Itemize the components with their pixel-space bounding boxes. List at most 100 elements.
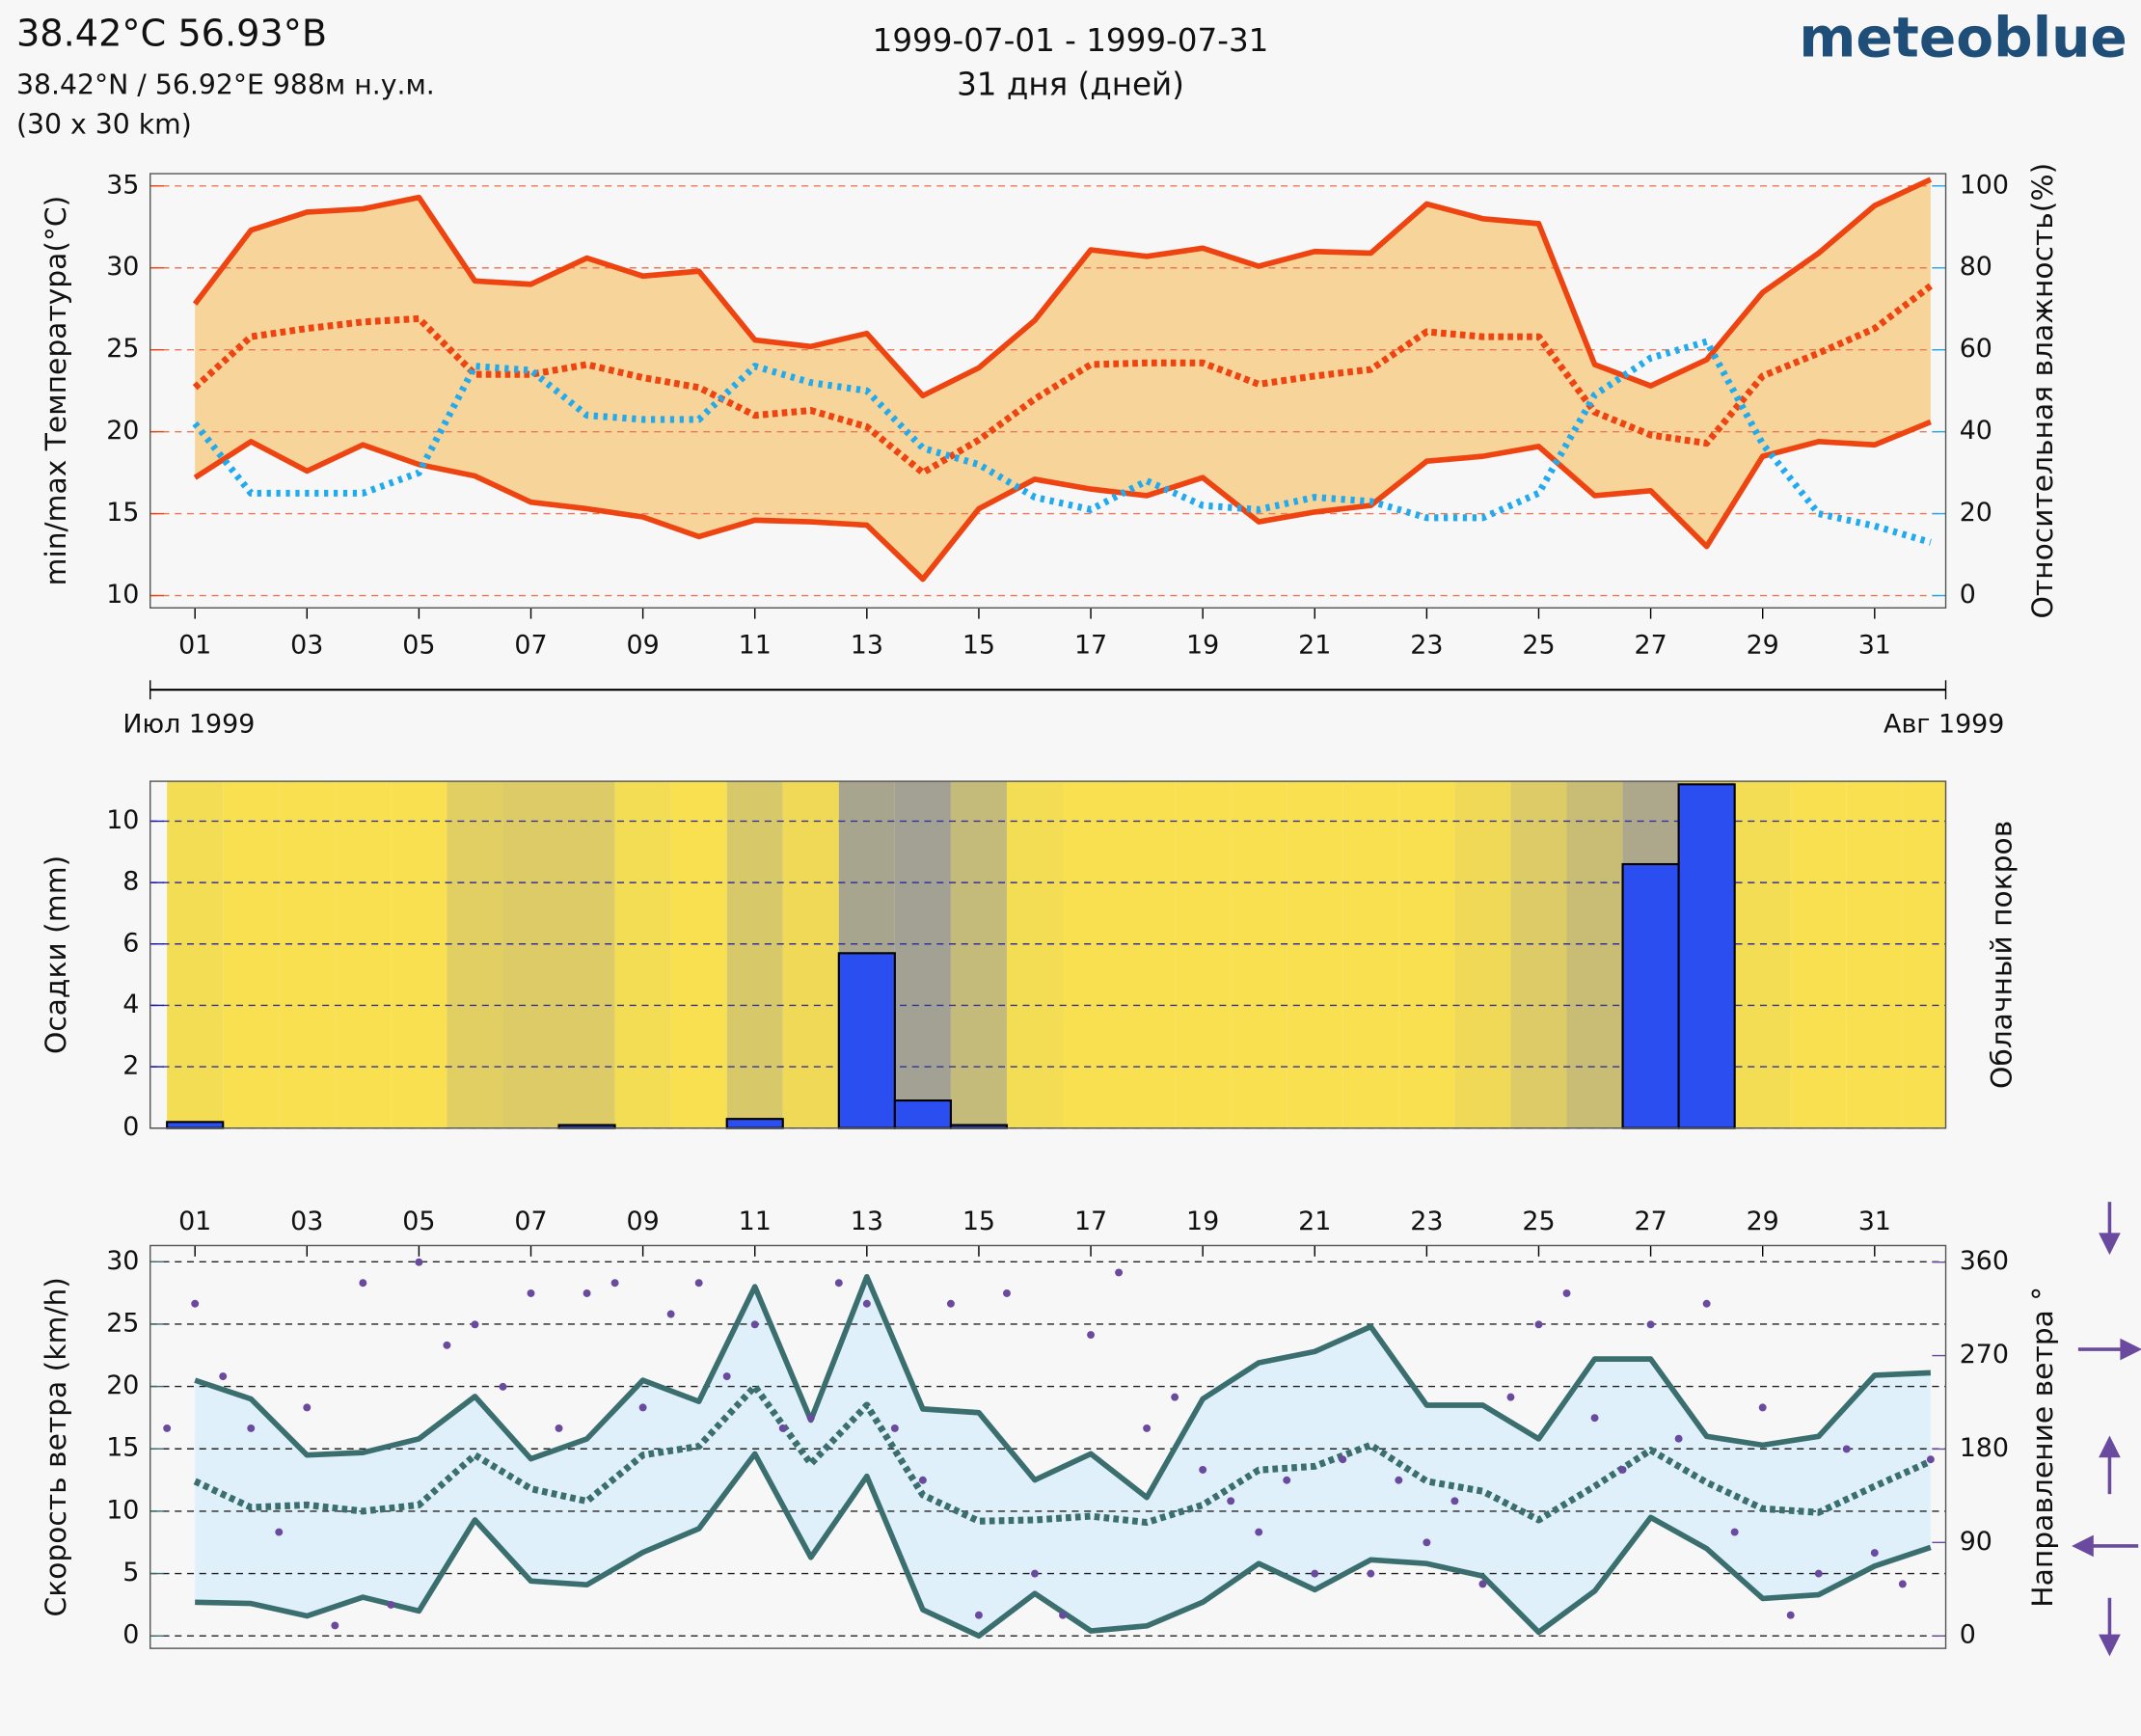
direction-dot bbox=[862, 1299, 871, 1308]
direction-dot bbox=[1143, 1424, 1152, 1432]
direction-dot bbox=[1842, 1445, 1851, 1453]
direction-dot bbox=[359, 1279, 367, 1288]
x-tick-label: 23 bbox=[1410, 1207, 1443, 1236]
x-tick-label: 31 bbox=[1858, 630, 1891, 660]
direction-dot bbox=[443, 1341, 451, 1349]
x-tick-label: 09 bbox=[627, 630, 660, 660]
direction-dot bbox=[247, 1424, 256, 1432]
x-tick-label: 19 bbox=[1186, 630, 1219, 660]
direction-dot bbox=[1367, 1569, 1375, 1578]
cloud-cover bbox=[167, 781, 224, 1128]
precip-bar bbox=[166, 1121, 225, 1129]
direction-dot bbox=[946, 1299, 955, 1308]
direction-dot bbox=[1506, 1393, 1515, 1401]
y2-axis-label: Облачный покров bbox=[1986, 821, 2019, 1089]
precip-bar bbox=[725, 1118, 784, 1129]
y2-tick-label: 180 bbox=[1960, 1433, 2009, 1463]
plot-frame bbox=[149, 780, 1947, 1129]
x-tick-label: 01 bbox=[178, 630, 211, 660]
y-tick-label: 10 bbox=[106, 1495, 139, 1525]
direction-dot bbox=[1926, 1455, 1935, 1464]
y-tick-label: 35 bbox=[106, 170, 139, 200]
range-band bbox=[195, 1276, 1931, 1637]
direction-dot bbox=[1255, 1528, 1263, 1536]
direction-dot bbox=[834, 1279, 843, 1288]
y2-tick-label: 0 bbox=[1960, 1620, 1976, 1650]
cloud-cover bbox=[1119, 781, 1176, 1128]
x-tick-label: 31 bbox=[1858, 1207, 1891, 1236]
y2-tick-label: 20 bbox=[1960, 498, 1992, 528]
y-tick-label: 15 bbox=[106, 1433, 139, 1463]
direction-dot bbox=[778, 1424, 787, 1432]
direction-dot bbox=[1283, 1476, 1291, 1484]
x-tick-label: 29 bbox=[1747, 1207, 1779, 1236]
direction-dot bbox=[722, 1372, 731, 1381]
direction-dot bbox=[219, 1372, 228, 1381]
period: 1999-07-01 - 1999-07-31 bbox=[873, 22, 1269, 59]
direction-dot bbox=[1031, 1569, 1039, 1578]
cloud-cover bbox=[1846, 781, 1903, 1128]
x-tick-label: 15 bbox=[962, 630, 995, 660]
y2-tick-label: 80 bbox=[1960, 252, 1992, 282]
direction-dot bbox=[638, 1403, 647, 1412]
direction-dot bbox=[191, 1299, 200, 1308]
cloud-cover bbox=[502, 781, 559, 1128]
x-tick-label: 17 bbox=[1074, 630, 1107, 660]
y2-tick-label: 360 bbox=[1960, 1246, 2009, 1276]
x-tick-label: 07 bbox=[514, 1207, 547, 1236]
direction-dot bbox=[1003, 1289, 1011, 1297]
direction-dot bbox=[1814, 1569, 1823, 1578]
cloud-cover bbox=[894, 781, 951, 1128]
series-line bbox=[192, 176, 1933, 399]
direction-dot bbox=[806, 1414, 815, 1423]
direction-dot bbox=[1171, 1393, 1179, 1401]
x-tick-label: 29 bbox=[1747, 630, 1779, 660]
x-tick-label: 19 bbox=[1186, 1207, 1219, 1236]
x-tick-label: 01 bbox=[178, 1207, 211, 1236]
precip-bar bbox=[893, 1099, 952, 1129]
x-tick-label: 21 bbox=[1298, 630, 1331, 660]
cloud-cover bbox=[1510, 781, 1567, 1128]
direction-dot bbox=[303, 1403, 312, 1412]
direction-dot bbox=[1395, 1476, 1403, 1484]
direction-dot bbox=[583, 1289, 591, 1297]
direction-dot bbox=[750, 1320, 759, 1329]
direction-dot bbox=[555, 1424, 563, 1432]
y-tick-label: 20 bbox=[106, 1370, 139, 1400]
direction-dot bbox=[1898, 1580, 1907, 1588]
x-tick-label: 11 bbox=[739, 630, 772, 660]
cloud-cover bbox=[1175, 781, 1232, 1128]
direction-dot bbox=[1450, 1497, 1459, 1505]
direction-dot bbox=[974, 1611, 983, 1619]
direction-dot bbox=[918, 1476, 927, 1484]
direction-dot bbox=[499, 1382, 507, 1391]
y2-tick-label: 0 bbox=[1960, 580, 1976, 610]
cloud-cover bbox=[1902, 781, 1946, 1128]
direction-dot bbox=[1115, 1268, 1124, 1277]
direction-dot bbox=[1562, 1289, 1571, 1297]
x-tick-label: 07 bbox=[514, 630, 547, 660]
direction-dot bbox=[694, 1279, 703, 1288]
x-tick-label: 21 bbox=[1298, 1207, 1331, 1236]
direction-dot bbox=[610, 1279, 619, 1288]
direction-dot bbox=[275, 1528, 284, 1536]
y-tick-label: 15 bbox=[106, 498, 139, 528]
cloud-cover bbox=[447, 781, 503, 1128]
y2-tick-label: 60 bbox=[1960, 334, 1992, 364]
decor bbox=[2072, 1202, 2141, 1657]
cloud-cover bbox=[1287, 781, 1343, 1128]
y2-tick-label: 90 bbox=[1960, 1527, 1992, 1557]
direction-dot bbox=[1423, 1538, 1431, 1547]
cloud-cover bbox=[1790, 781, 1847, 1128]
direction-dot bbox=[1646, 1320, 1655, 1329]
x-tick-label: 27 bbox=[1634, 1207, 1667, 1236]
direction-dot bbox=[527, 1289, 535, 1297]
y-tick-label: 25 bbox=[106, 1308, 139, 1338]
y-tick-label: 6 bbox=[122, 928, 139, 958]
logo: meteoblue bbox=[1799, 6, 2127, 69]
cloud-cover bbox=[1566, 781, 1623, 1128]
direction-dot bbox=[1758, 1403, 1767, 1412]
cloud-cover bbox=[279, 781, 336, 1128]
cloud-cover bbox=[1063, 781, 1120, 1128]
